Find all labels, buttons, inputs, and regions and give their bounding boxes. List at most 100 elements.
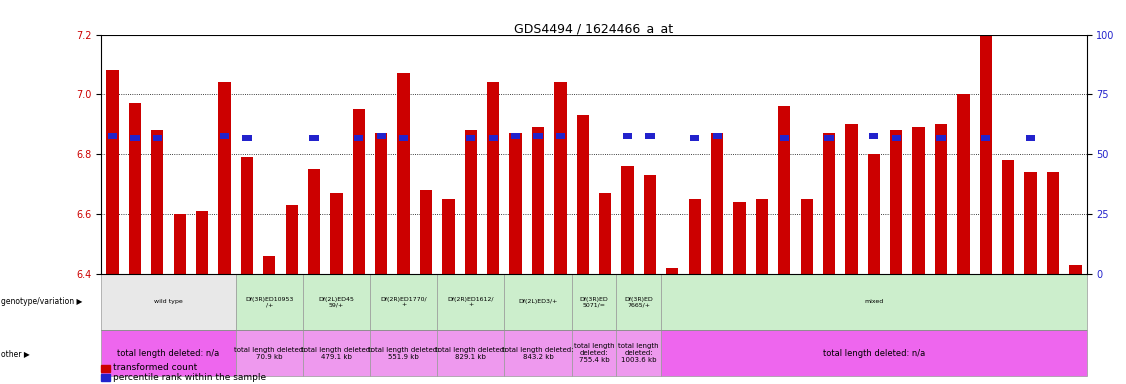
Bar: [397, 73, 410, 274]
Text: total length deleted:
479.1 kb: total length deleted: 479.1 kb: [301, 347, 373, 360]
Bar: [756, 199, 768, 274]
Bar: [577, 115, 589, 274]
Bar: [846, 124, 858, 274]
Bar: [1025, 172, 1037, 274]
Bar: [153, 135, 162, 141]
Bar: [488, 83, 499, 274]
Bar: [779, 135, 789, 141]
Bar: [733, 202, 745, 274]
Bar: [1026, 135, 1035, 141]
Bar: [218, 83, 231, 274]
Bar: [1047, 172, 1060, 274]
Bar: [303, 330, 370, 376]
Text: percentile rank within the sample: percentile rank within the sample: [113, 373, 266, 382]
Text: total length deleted: n/a: total length deleted: n/a: [823, 349, 924, 358]
Bar: [511, 132, 520, 139]
Text: wild type: wild type: [154, 300, 182, 305]
Bar: [957, 94, 969, 274]
Bar: [667, 268, 679, 274]
Bar: [108, 132, 117, 139]
Bar: [370, 274, 437, 330]
Bar: [420, 190, 432, 274]
Text: Df(2R)ED1612/
+: Df(2R)ED1612/ +: [447, 296, 494, 307]
Bar: [330, 193, 342, 274]
Title: GDS4494 / 1624466_a_at: GDS4494 / 1624466_a_at: [515, 22, 673, 35]
Text: total length deleted:
551.9 kb: total length deleted: 551.9 kb: [368, 347, 439, 360]
Bar: [823, 133, 835, 274]
Bar: [443, 199, 455, 274]
Bar: [713, 132, 722, 139]
Bar: [616, 274, 661, 330]
Bar: [599, 193, 611, 274]
Bar: [572, 274, 616, 330]
Bar: [437, 330, 504, 376]
Bar: [801, 199, 813, 274]
Bar: [437, 274, 504, 330]
Bar: [376, 132, 386, 139]
Bar: [661, 330, 1087, 376]
Text: Df(2L)ED3/+: Df(2L)ED3/+: [518, 300, 557, 305]
Bar: [307, 169, 320, 274]
Bar: [644, 175, 656, 274]
Bar: [531, 127, 544, 274]
Bar: [622, 166, 634, 274]
Bar: [937, 135, 946, 141]
Text: Df(3R)ED10953
/+: Df(3R)ED10953 /+: [245, 296, 294, 307]
Bar: [303, 274, 370, 330]
Bar: [1002, 160, 1015, 274]
Text: genotype/variation ▶: genotype/variation ▶: [1, 298, 82, 306]
Text: total length deleted:
843.2 kb: total length deleted: 843.2 kb: [502, 347, 574, 360]
Bar: [690, 135, 699, 141]
Text: total length deleted:
829.1 kb: total length deleted: 829.1 kb: [435, 347, 507, 360]
Bar: [151, 130, 163, 274]
Bar: [310, 135, 319, 141]
Bar: [370, 330, 437, 376]
Bar: [399, 135, 409, 141]
Bar: [196, 211, 208, 274]
Bar: [101, 330, 235, 376]
Bar: [534, 132, 543, 139]
Bar: [869, 132, 878, 139]
Bar: [912, 127, 924, 274]
Text: total length deleted: n/a: total length deleted: n/a: [117, 349, 220, 358]
Text: Df(3R)ED
7665/+: Df(3R)ED 7665/+: [625, 296, 653, 307]
Bar: [489, 135, 498, 141]
Bar: [1070, 265, 1082, 274]
Text: total length deleted:
70.9 kb: total length deleted: 70.9 kb: [233, 347, 305, 360]
Bar: [286, 205, 298, 274]
Bar: [980, 35, 992, 274]
Bar: [220, 132, 229, 139]
Bar: [504, 274, 572, 330]
Bar: [131, 135, 140, 141]
Bar: [106, 70, 118, 274]
Bar: [623, 132, 632, 139]
Bar: [263, 256, 276, 274]
Bar: [128, 103, 141, 274]
Text: other ▶: other ▶: [1, 349, 30, 358]
Bar: [661, 274, 1087, 330]
Text: transformed count: transformed count: [113, 363, 197, 372]
Bar: [242, 135, 251, 141]
Bar: [868, 154, 881, 274]
Bar: [355, 135, 364, 141]
Bar: [824, 135, 833, 141]
Bar: [235, 274, 303, 330]
Bar: [235, 330, 303, 376]
Text: Df(2R)ED1770/
+: Df(2R)ED1770/ +: [381, 296, 427, 307]
Bar: [465, 130, 477, 274]
Bar: [935, 124, 947, 274]
Bar: [554, 83, 566, 274]
Text: mixed: mixed: [865, 300, 884, 305]
Bar: [711, 133, 723, 274]
Bar: [352, 109, 365, 274]
Text: Df(2L)ED45
59/+: Df(2L)ED45 59/+: [319, 296, 355, 307]
Bar: [466, 135, 475, 141]
Bar: [892, 135, 901, 141]
Bar: [981, 135, 991, 141]
Bar: [101, 274, 235, 330]
Bar: [778, 106, 790, 274]
Bar: [689, 199, 700, 274]
Bar: [645, 132, 654, 139]
Text: total length
deleted:
1003.6 kb: total length deleted: 1003.6 kb: [618, 343, 659, 363]
Bar: [890, 130, 902, 274]
